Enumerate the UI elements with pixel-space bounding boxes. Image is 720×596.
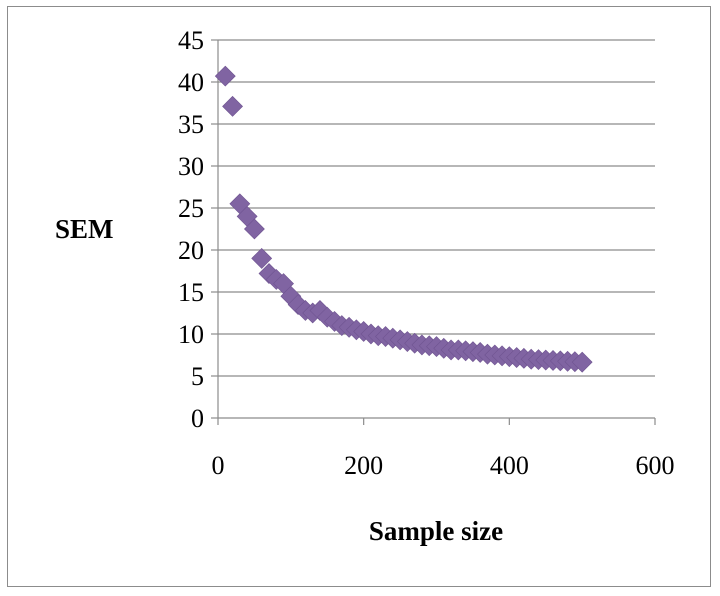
y-tick-label: 30 (178, 152, 204, 181)
chart-frame (7, 6, 711, 587)
x-axis-title: Sample size (369, 516, 503, 546)
x-tick-label: 0 (212, 451, 225, 480)
y-tick-label: 45 (178, 26, 204, 55)
y-tick-label: 35 (178, 110, 204, 139)
x-tick-label: 600 (636, 451, 675, 480)
y-tick-label: 25 (178, 194, 204, 223)
data-point (571, 351, 593, 373)
y-tick-label: 0 (191, 404, 204, 433)
data-point (222, 95, 243, 117)
x-tick-label: 200 (344, 451, 383, 480)
gridlines (218, 39, 655, 377)
data-point (243, 218, 265, 240)
data-point (251, 247, 273, 269)
axes (211, 39, 656, 425)
data-points (214, 65, 593, 373)
y-tick-label: 10 (178, 320, 204, 349)
x-tick-labels: 0 200 400 600 (212, 451, 675, 480)
y-tick-label: 20 (178, 236, 204, 265)
y-tick-label: 40 (178, 68, 204, 97)
x-tick-label: 400 (490, 451, 529, 480)
y-axis-title: SEM (55, 214, 114, 244)
y-tick-labels: 0 5 10 15 20 25 30 35 40 45 (178, 26, 204, 433)
y-tick-label: 15 (178, 278, 204, 307)
data-point (214, 65, 236, 87)
y-tick-label: 5 (191, 362, 204, 391)
